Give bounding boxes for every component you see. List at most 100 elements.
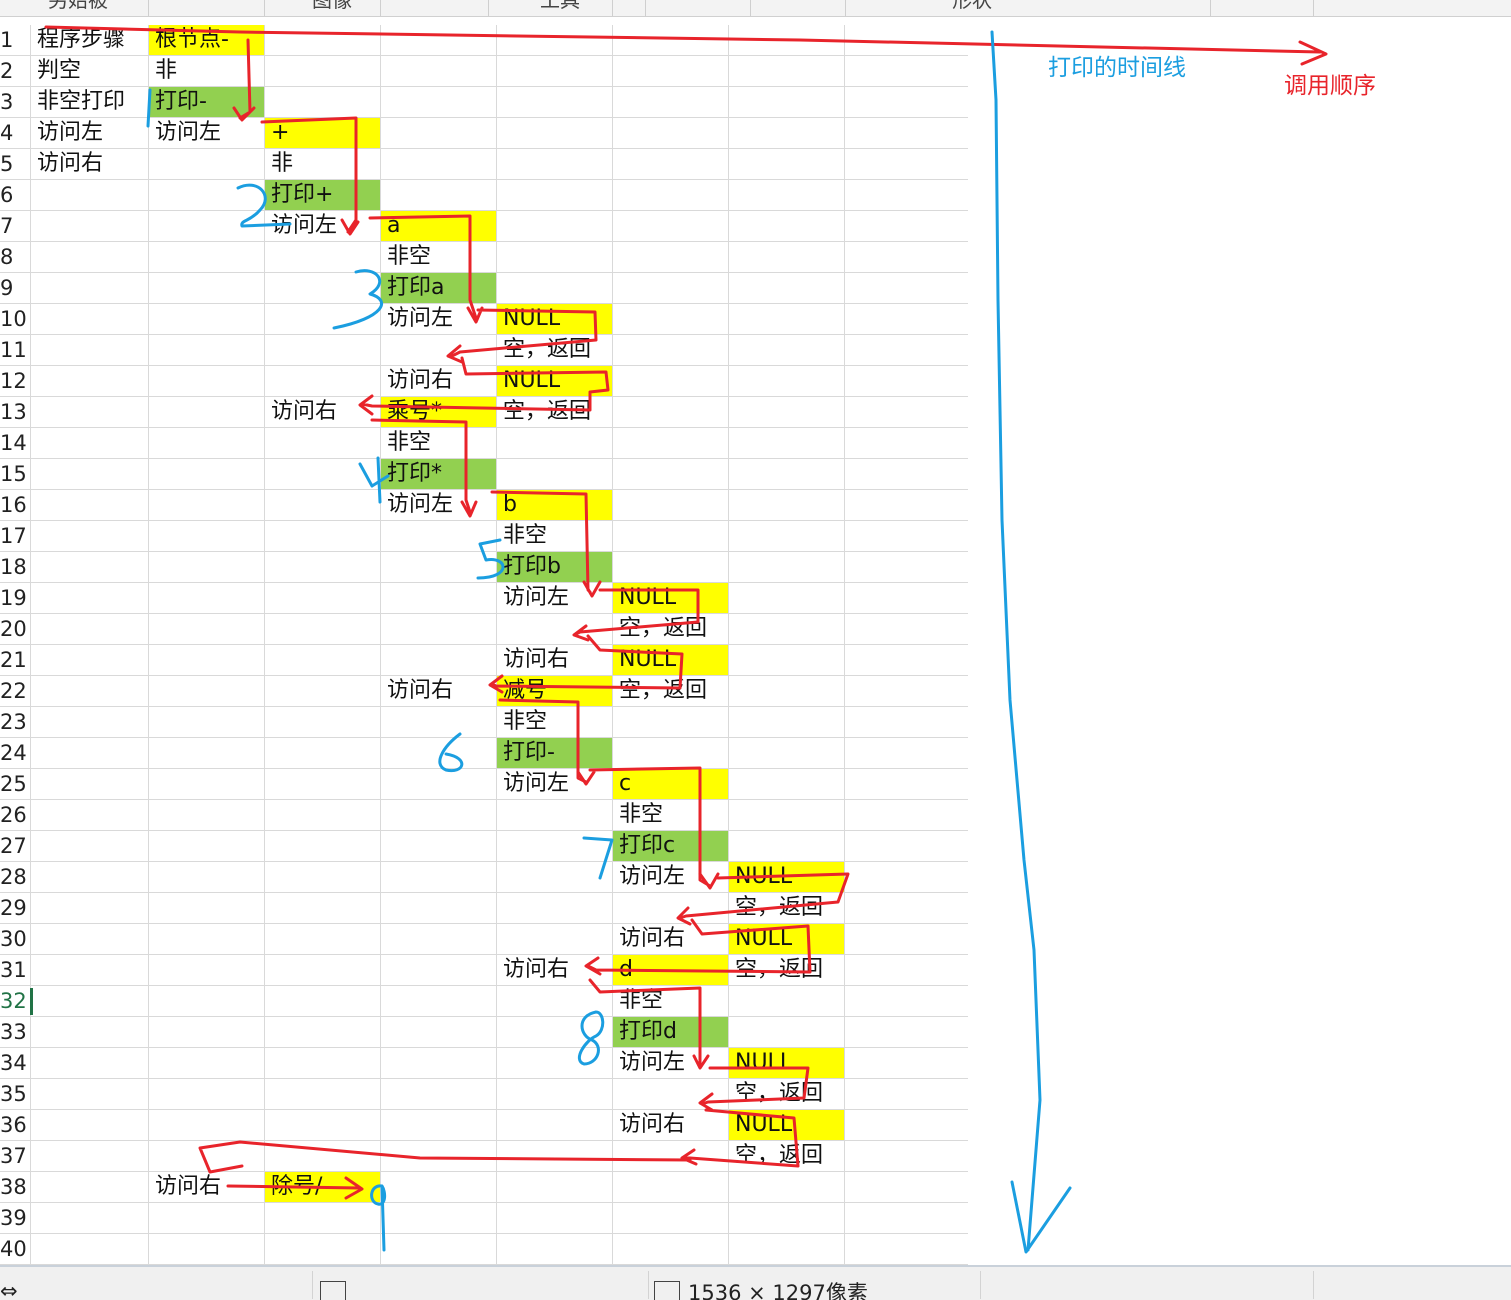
- sheet-cell[interactable]: 访问左: [619, 1050, 686, 1075]
- row-number[interactable]: 20: [0, 617, 27, 641]
- column-divider[interactable]: [264, 0, 265, 16]
- sheet-cell[interactable]: 非空: [619, 802, 664, 827]
- row-number[interactable]: 17: [0, 524, 27, 548]
- row-gridline: [0, 644, 968, 645]
- sheet-cell[interactable]: 打印-: [497, 738, 612, 768]
- row-number[interactable]: 39: [0, 1206, 27, 1230]
- row-number[interactable]: 21: [0, 648, 27, 672]
- row-number[interactable]: 27: [0, 834, 27, 858]
- sheet-cell[interactable]: NULL: [729, 1048, 844, 1078]
- sheet-cell[interactable]: 打印a: [381, 273, 496, 303]
- sheet-cell[interactable]: 访问右: [155, 1174, 222, 1199]
- sheet-cell[interactable]: 打印-: [149, 87, 264, 117]
- row-number[interactable]: 15: [0, 462, 27, 486]
- sheet-cell[interactable]: 程序步骤: [37, 27, 126, 52]
- sheet-cell[interactable]: 非空打印: [37, 89, 126, 114]
- column-divider[interactable]: [750, 0, 751, 16]
- row-number[interactable]: 24: [0, 741, 27, 765]
- sheet-cell[interactable]: 非空: [387, 244, 432, 269]
- row-number[interactable]: 37: [0, 1144, 27, 1168]
- row-number[interactable]: 33: [0, 1020, 27, 1044]
- column-divider[interactable]: [645, 0, 646, 16]
- sheet-cell[interactable]: 访问右: [503, 647, 570, 672]
- row-number[interactable]: 14: [0, 431, 27, 455]
- row-number[interactable]: 36: [0, 1113, 27, 1137]
- sheet-cell[interactable]: 非: [271, 151, 294, 176]
- column-divider[interactable]: [488, 0, 489, 16]
- sheet-cell[interactable]: c: [613, 769, 728, 799]
- sheet-cell[interactable]: 访问左: [619, 864, 686, 889]
- sheet-cell[interactable]: 访问右: [387, 678, 454, 703]
- sheet-cell[interactable]: NULL: [613, 583, 728, 613]
- sheet-cell[interactable]: 访问左: [503, 585, 570, 610]
- sheet-cell[interactable]: 判空: [37, 58, 82, 83]
- row-number[interactable]: 18: [0, 555, 27, 579]
- print-order-2: [236, 183, 292, 228]
- row-number[interactable]: 26: [0, 803, 27, 827]
- sheet-cell[interactable]: 访问右: [37, 151, 104, 176]
- sheet-cell[interactable]: 访问右: [503, 957, 570, 982]
- row-number[interactable]: 7: [0, 214, 14, 238]
- sheet-cell[interactable]: 访问左: [387, 492, 454, 517]
- row-number[interactable]: 11: [0, 338, 27, 362]
- row-number[interactable]: 25: [0, 772, 27, 796]
- sheet-cell[interactable]: 非空: [503, 709, 548, 734]
- row-number[interactable]: 13: [0, 400, 27, 424]
- row-number[interactable]: 12: [0, 369, 27, 393]
- column-divider[interactable]: [148, 0, 149, 16]
- sheet-cell[interactable]: 非空: [387, 430, 432, 455]
- sheet-cell[interactable]: 访问左: [37, 120, 104, 145]
- sheet-cell[interactable]: 空，返回: [619, 678, 708, 703]
- row-number[interactable]: 23: [0, 710, 27, 734]
- row-number[interactable]: 34: [0, 1051, 27, 1075]
- sheet-cell[interactable]: b: [497, 490, 612, 520]
- row-number[interactable]: 10: [0, 307, 27, 331]
- row-number[interactable]: 29: [0, 896, 27, 920]
- row-number[interactable]: 4: [0, 121, 14, 145]
- sheet-cell[interactable]: 访问右: [387, 368, 454, 393]
- sheet-cell[interactable]: 打印+: [265, 180, 380, 210]
- row-number[interactable]: 35: [0, 1082, 27, 1106]
- sheet-cell[interactable]: 空，返回: [503, 399, 592, 424]
- sheet-cell[interactable]: 打印d: [613, 1017, 728, 1047]
- row-number[interactable]: 6: [0, 183, 14, 207]
- sheet-cell[interactable]: 空，返回: [735, 1081, 824, 1106]
- row-number[interactable]: 28: [0, 865, 27, 889]
- row-number[interactable]: 40: [0, 1237, 27, 1261]
- row-number[interactable]: 5: [0, 152, 14, 176]
- sheet-cell[interactable]: 访问右: [619, 926, 686, 951]
- column-divider[interactable]: [380, 0, 381, 16]
- sheet-cell[interactable]: 访问右: [271, 399, 338, 424]
- sheet-cell[interactable]: 打印c: [613, 831, 728, 861]
- row-number[interactable]: 32: [0, 989, 27, 1013]
- row-number[interactable]: 8: [0, 245, 14, 269]
- row-number[interactable]: 22: [0, 679, 27, 703]
- row-number[interactable]: 9: [0, 276, 14, 300]
- sheet-cell[interactable]: 非空: [503, 523, 548, 548]
- print-order-6: [438, 732, 464, 773]
- sheet-cell[interactable]: 打印*: [381, 459, 496, 489]
- column-divider[interactable]: [1313, 0, 1314, 16]
- sheet-cell[interactable]: 访问左: [387, 306, 454, 331]
- row-number[interactable]: 2: [0, 59, 14, 83]
- row-gridline: [0, 1140, 968, 1141]
- column-divider[interactable]: [845, 0, 846, 16]
- column-divider[interactable]: [1210, 0, 1211, 16]
- column-divider[interactable]: [612, 0, 613, 16]
- sheet-cell[interactable]: 访问左: [503, 771, 570, 796]
- sheet-cell[interactable]: 访问右: [619, 1112, 686, 1137]
- sheet-cell[interactable]: 访问左: [155, 120, 222, 145]
- row-number[interactable]: 1: [0, 28, 14, 52]
- row-gridline: [0, 396, 968, 397]
- row-number[interactable]: 3: [0, 90, 14, 114]
- row-number[interactable]: 31: [0, 958, 27, 982]
- row-number[interactable]: 30: [0, 927, 27, 951]
- row-number[interactable]: 19: [0, 586, 27, 610]
- sheet-cell[interactable]: 非: [155, 58, 178, 83]
- sheet-cell[interactable]: 打印b: [497, 552, 612, 582]
- sheet-cell[interactable]: +: [265, 118, 380, 148]
- row-number[interactable]: 16: [0, 493, 27, 517]
- row-number[interactable]: 38: [0, 1175, 27, 1199]
- spreadsheet-grid[interactable]: 1 2 3 4 5 6 7 8 9 10 11 12 13 14 15 16 17 18 19 20 21 22 23 24 2…: [0, 25, 968, 1265]
